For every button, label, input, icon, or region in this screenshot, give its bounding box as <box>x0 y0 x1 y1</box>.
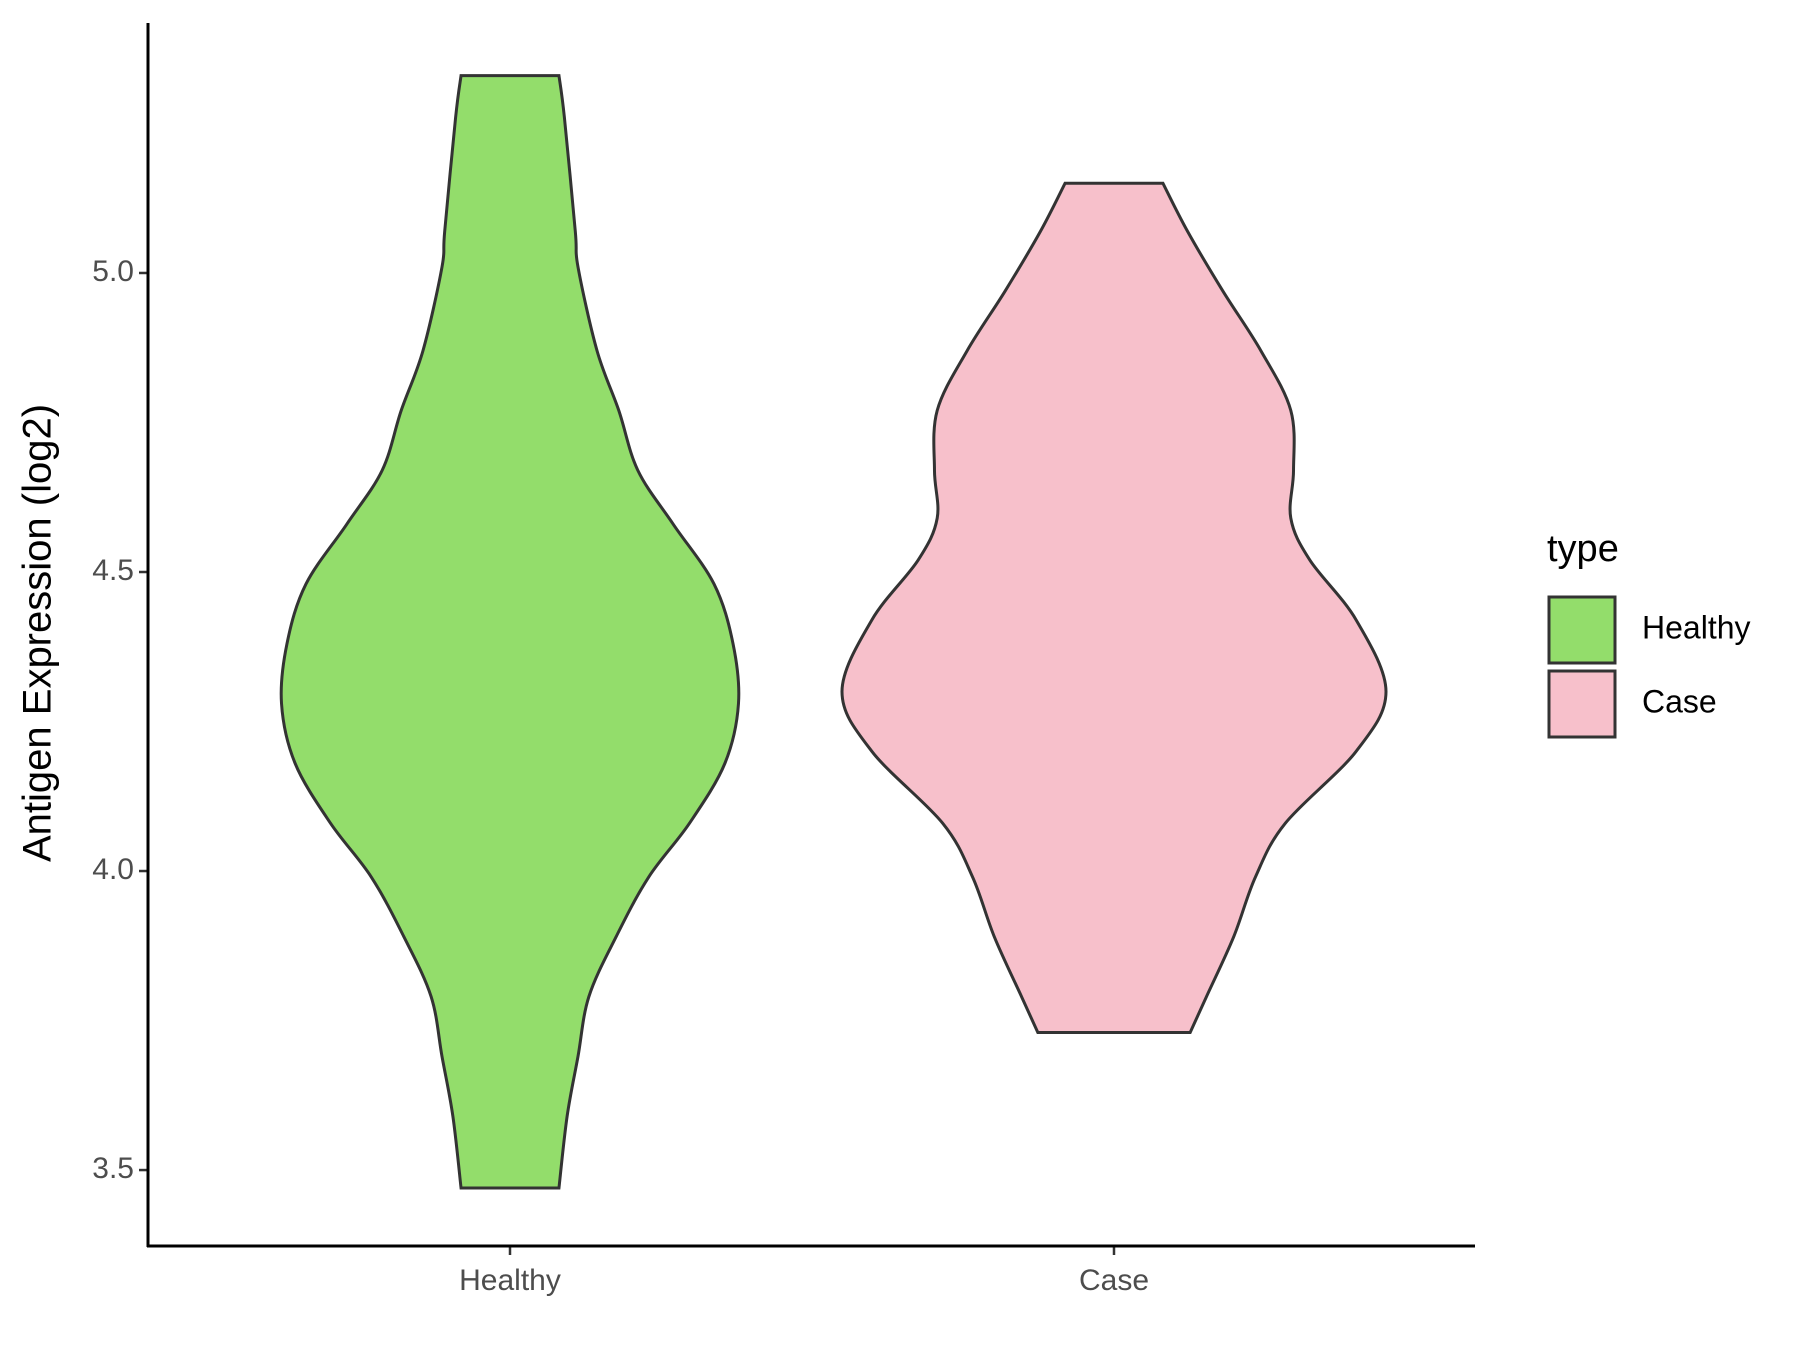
y-tick-label: 4.0 <box>92 853 134 886</box>
legend-key <box>1547 669 1617 739</box>
y-axis-title: Antigen Expression (log2) <box>16 404 60 862</box>
legend-label: Healthy <box>1642 609 1751 645</box>
legend-label: Case <box>1642 683 1717 719</box>
x-tick-label: Healthy <box>459 1264 561 1297</box>
legend-title: type <box>1547 528 1619 570</box>
y-tick-label: 5.0 <box>92 255 134 288</box>
y-tick-label: 4.5 <box>92 554 134 587</box>
violin <box>279 74 741 1190</box>
violin <box>840 181 1388 1034</box>
legend-key <box>1547 595 1617 665</box>
x-tick-label: Case <box>1079 1264 1149 1297</box>
y-tick-label: 3.5 <box>92 1152 134 1185</box>
